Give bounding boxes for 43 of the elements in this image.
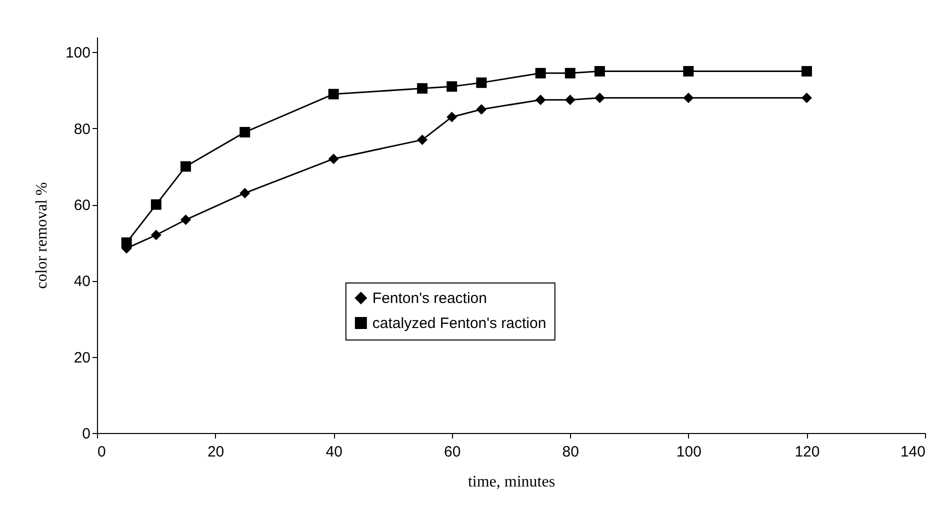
y-tick-label: 100 (65, 44, 90, 62)
point (683, 92, 694, 104)
point (594, 66, 605, 77)
point (446, 81, 458, 92)
point (180, 214, 191, 226)
y-axis-title: color removal % (33, 182, 50, 289)
x-tick-label: 140 (900, 444, 926, 460)
x-axis-title: time, minutes (468, 474, 556, 490)
point (180, 161, 191, 172)
x-tick-label: 120 (794, 444, 820, 460)
point (150, 199, 162, 210)
point (328, 88, 339, 100)
point (476, 77, 487, 88)
point (564, 94, 576, 106)
point (240, 126, 250, 138)
y-tick-label: 20 (74, 349, 90, 366)
point (150, 230, 162, 240)
x-tick-label: 60 (444, 444, 461, 460)
point (564, 68, 576, 78)
point (240, 188, 250, 198)
y-tick-label: 40 (74, 273, 90, 290)
point (121, 237, 132, 248)
x-tick-label: 80 (562, 444, 579, 460)
x-tick-label: 40 (326, 444, 342, 460)
point (535, 94, 546, 106)
point (417, 134, 428, 146)
point (801, 66, 812, 77)
point (594, 92, 605, 104)
point (801, 92, 812, 104)
x-tick-label: 20 (207, 444, 224, 460)
x-tick-label: 0 (98, 444, 106, 460)
point (446, 112, 458, 122)
point (535, 68, 546, 78)
y-tick-label: 0 (82, 426, 90, 442)
y-tick-label: 80 (74, 120, 90, 138)
point (417, 83, 428, 94)
point (328, 154, 339, 164)
point (683, 66, 694, 77)
point (476, 104, 487, 115)
x-tick-label: 100 (676, 444, 702, 460)
legend-label: Fenton's reaction (372, 290, 488, 308)
legend-label: catalyzed Fenton's raction (372, 315, 546, 332)
y-tick-label: 60 (74, 197, 90, 214)
